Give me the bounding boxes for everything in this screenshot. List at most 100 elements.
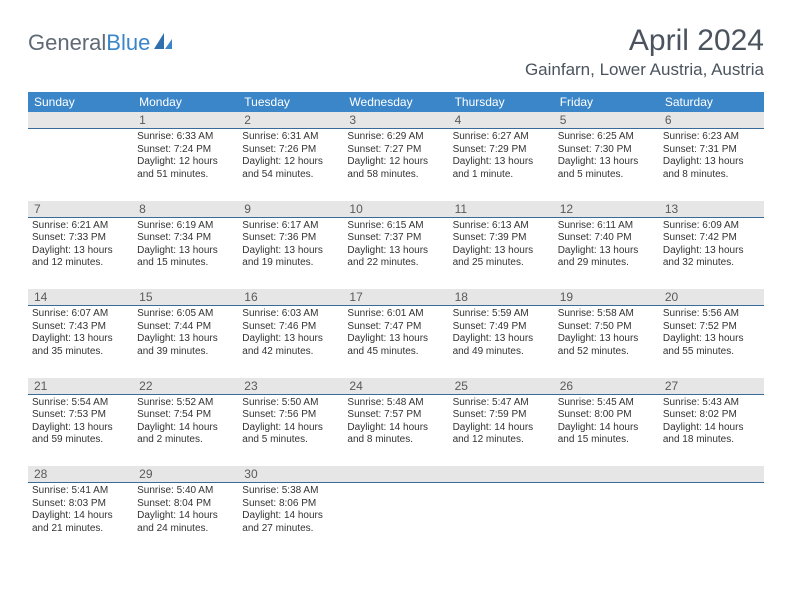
sunset-text: Sunset: 7:42 PM (663, 232, 760, 245)
sunset-text: Sunset: 7:37 PM (347, 232, 444, 245)
day-number: 26 (554, 378, 659, 395)
sunrise-text: Sunrise: 6:05 AM (137, 308, 234, 321)
dow-header-row: Sunday Monday Tuesday Wednesday Thursday… (28, 92, 764, 112)
month-title: April 2024 (525, 24, 764, 58)
daylight-text: Daylight: 13 hours and 5 minutes. (558, 156, 655, 181)
daylight-text: Daylight: 14 hours and 8 minutes. (347, 422, 444, 447)
sunrise-text: Sunrise: 5:52 AM (137, 397, 234, 410)
sunset-text: Sunset: 7:53 PM (32, 409, 129, 422)
day-cell: Sunrise: 5:38 AMSunset: 8:06 PMDaylight:… (238, 483, 343, 555)
day-cell: Sunrise: 6:17 AMSunset: 7:36 PMDaylight:… (238, 217, 343, 289)
day-cell: Sunrise: 5:58 AMSunset: 7:50 PMDaylight:… (554, 306, 659, 378)
day-number: 7 (28, 201, 133, 218)
sunrise-text: Sunrise: 6:01 AM (347, 308, 444, 321)
day-cell (659, 483, 764, 555)
day-number: 4 (449, 112, 554, 129)
day-cell: Sunrise: 6:31 AMSunset: 7:26 PMDaylight:… (238, 129, 343, 201)
sunrise-text: Sunrise: 5:59 AM (453, 308, 550, 321)
sunset-text: Sunset: 8:06 PM (242, 498, 339, 511)
dow-wed: Wednesday (343, 92, 448, 112)
sunset-text: Sunset: 7:30 PM (558, 144, 655, 157)
day-number: 3 (343, 112, 448, 129)
day-cell: Sunrise: 6:03 AMSunset: 7:46 PMDaylight:… (238, 306, 343, 378)
day-cell: Sunrise: 6:25 AMSunset: 7:30 PMDaylight:… (554, 129, 659, 201)
week-row: Sunrise: 5:41 AMSunset: 8:03 PMDaylight:… (28, 483, 764, 555)
daylight-text: Daylight: 13 hours and 1 minute. (453, 156, 550, 181)
sunrise-text: Sunrise: 5:43 AM (663, 397, 760, 410)
week-row: Sunrise: 6:07 AMSunset: 7:43 PMDaylight:… (28, 306, 764, 378)
location-subtitle: Gainfarn, Lower Austria, Austria (525, 60, 764, 80)
sunrise-text: Sunrise: 6:17 AM (242, 220, 339, 233)
day-number: 14 (28, 289, 133, 306)
sail-icon (152, 31, 174, 56)
daylight-text: Daylight: 14 hours and 2 minutes. (137, 422, 234, 447)
sunrise-text: Sunrise: 5:47 AM (453, 397, 550, 410)
day-number: 12 (554, 201, 659, 218)
sunrise-text: Sunrise: 6:33 AM (137, 131, 234, 144)
day-number: 23 (238, 378, 343, 395)
calendar-page: GeneralBlue April 2024 Gainfarn, Lower A… (0, 0, 792, 555)
daynum-row: 21222324252627 (28, 378, 764, 395)
sunset-text: Sunset: 7:27 PM (347, 144, 444, 157)
day-cell: Sunrise: 6:29 AMSunset: 7:27 PMDaylight:… (343, 129, 448, 201)
sunset-text: Sunset: 7:52 PM (663, 321, 760, 334)
day-cell: Sunrise: 6:23 AMSunset: 7:31 PMDaylight:… (659, 129, 764, 201)
day-number (343, 466, 448, 483)
sunrise-text: Sunrise: 5:41 AM (32, 485, 129, 498)
day-cell: Sunrise: 5:48 AMSunset: 7:57 PMDaylight:… (343, 394, 448, 466)
sunset-text: Sunset: 7:24 PM (137, 144, 234, 157)
day-cell: Sunrise: 5:45 AMSunset: 8:00 PMDaylight:… (554, 394, 659, 466)
sunset-text: Sunset: 8:04 PM (137, 498, 234, 511)
sunset-text: Sunset: 7:31 PM (663, 144, 760, 157)
sunrise-text: Sunrise: 5:58 AM (558, 308, 655, 321)
day-cell: Sunrise: 5:41 AMSunset: 8:03 PMDaylight:… (28, 483, 133, 555)
brand-part2: Blue (106, 30, 150, 55)
sunrise-text: Sunrise: 5:50 AM (242, 397, 339, 410)
day-cell: Sunrise: 6:01 AMSunset: 7:47 PMDaylight:… (343, 306, 448, 378)
week-row: Sunrise: 6:21 AMSunset: 7:33 PMDaylight:… (28, 217, 764, 289)
sunset-text: Sunset: 8:00 PM (558, 409, 655, 422)
sunset-text: Sunset: 7:39 PM (453, 232, 550, 245)
daylight-text: Daylight: 14 hours and 24 minutes. (137, 510, 234, 535)
brand-name: GeneralBlue (28, 30, 150, 56)
sunrise-text: Sunrise: 6:13 AM (453, 220, 550, 233)
daylight-text: Daylight: 13 hours and 15 minutes. (137, 245, 234, 270)
day-cell: Sunrise: 6:27 AMSunset: 7:29 PMDaylight:… (449, 129, 554, 201)
day-cell: Sunrise: 6:33 AMSunset: 7:24 PMDaylight:… (133, 129, 238, 201)
day-cell (343, 483, 448, 555)
sunrise-text: Sunrise: 5:56 AM (663, 308, 760, 321)
day-cell: Sunrise: 6:05 AMSunset: 7:44 PMDaylight:… (133, 306, 238, 378)
day-number: 6 (659, 112, 764, 129)
day-number: 15 (133, 289, 238, 306)
sunrise-text: Sunrise: 6:09 AM (663, 220, 760, 233)
sunset-text: Sunset: 8:02 PM (663, 409, 760, 422)
day-cell: Sunrise: 5:54 AMSunset: 7:53 PMDaylight:… (28, 394, 133, 466)
daylight-text: Daylight: 14 hours and 15 minutes. (558, 422, 655, 447)
day-number (449, 466, 554, 483)
day-cell: Sunrise: 6:21 AMSunset: 7:33 PMDaylight:… (28, 217, 133, 289)
day-cell: Sunrise: 5:40 AMSunset: 8:04 PMDaylight:… (133, 483, 238, 555)
day-cell: Sunrise: 6:15 AMSunset: 7:37 PMDaylight:… (343, 217, 448, 289)
sunset-text: Sunset: 7:59 PM (453, 409, 550, 422)
day-number (28, 112, 133, 129)
sunset-text: Sunset: 7:57 PM (347, 409, 444, 422)
day-cell (554, 483, 659, 555)
day-number: 25 (449, 378, 554, 395)
dow-sat: Saturday (659, 92, 764, 112)
sunset-text: Sunset: 7:54 PM (137, 409, 234, 422)
day-number: 1 (133, 112, 238, 129)
brand-part1: General (28, 30, 106, 55)
sunset-text: Sunset: 7:26 PM (242, 144, 339, 157)
day-number: 21 (28, 378, 133, 395)
day-number: 9 (238, 201, 343, 218)
sunset-text: Sunset: 7:34 PM (137, 232, 234, 245)
sunset-text: Sunset: 7:40 PM (558, 232, 655, 245)
day-number: 27 (659, 378, 764, 395)
dow-mon: Monday (133, 92, 238, 112)
daylight-text: Daylight: 13 hours and 32 minutes. (663, 245, 760, 270)
brand-logo: GeneralBlue (28, 24, 174, 56)
sunrise-text: Sunrise: 6:25 AM (558, 131, 655, 144)
day-cell (449, 483, 554, 555)
day-number: 17 (343, 289, 448, 306)
calendar-table: Sunday Monday Tuesday Wednesday Thursday… (28, 92, 764, 555)
